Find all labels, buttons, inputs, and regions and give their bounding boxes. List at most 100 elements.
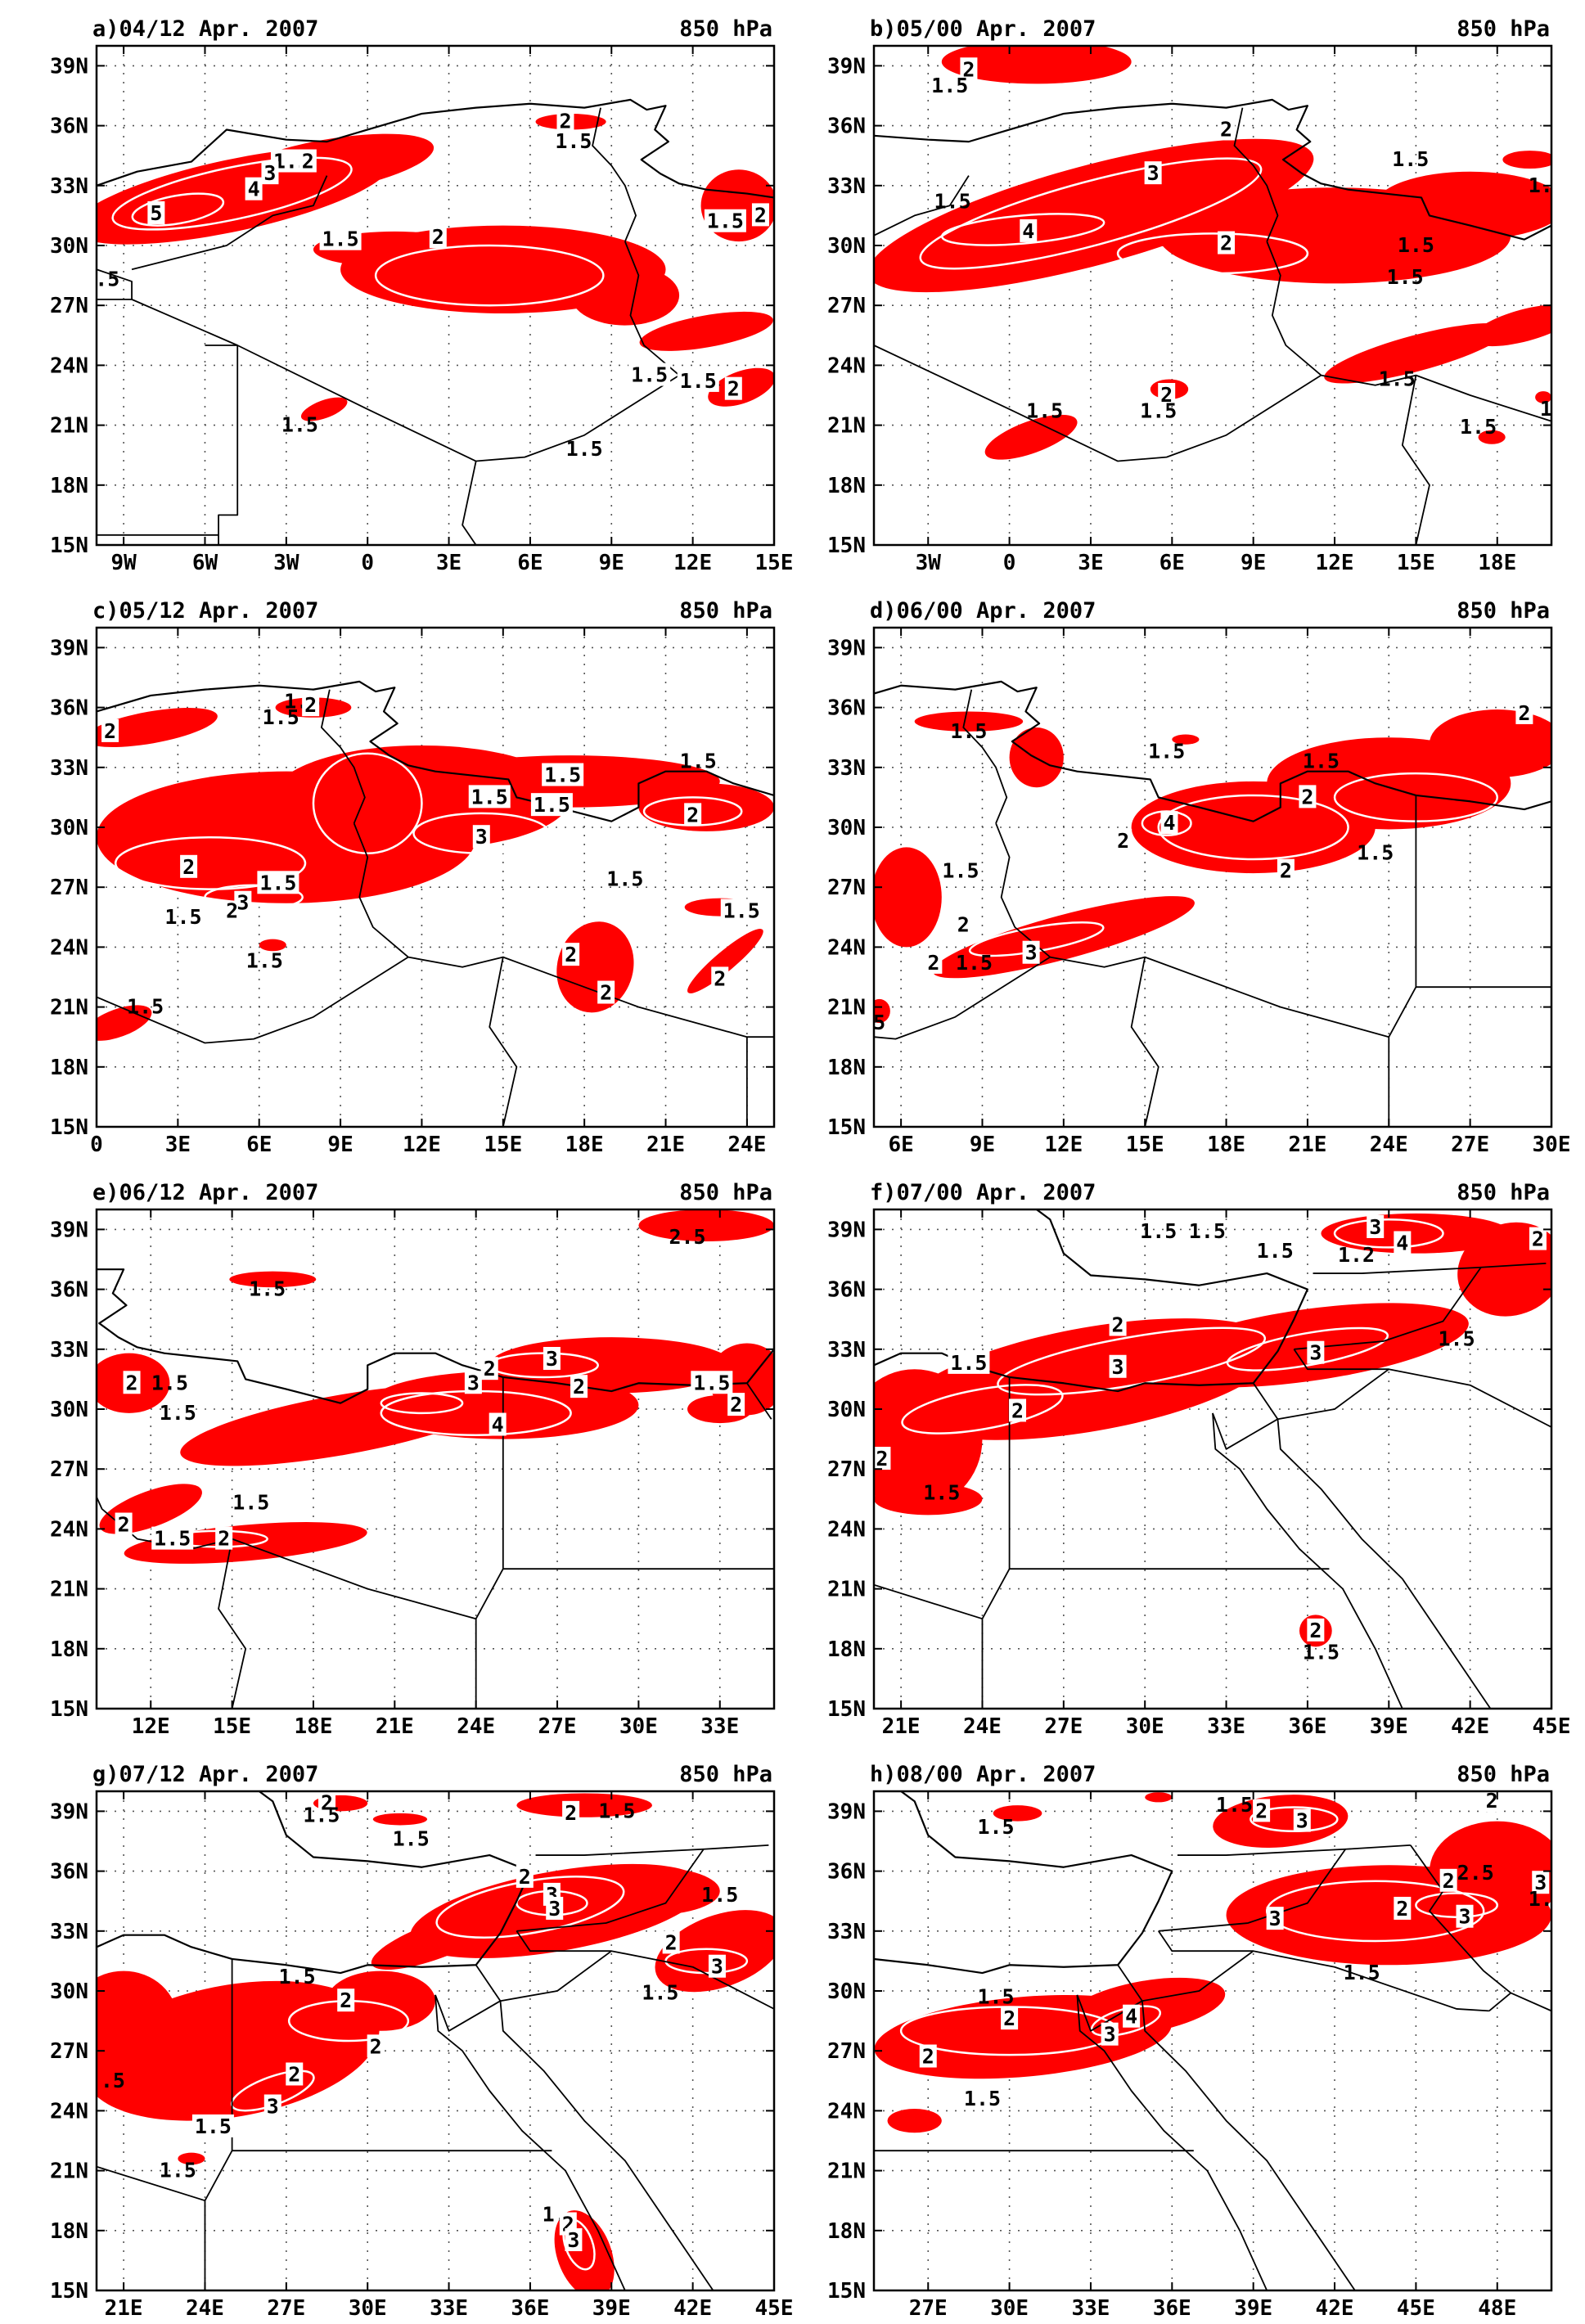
country-border <box>218 1538 247 1709</box>
contour-label: 1.5 <box>950 719 987 743</box>
country-border <box>435 1994 626 2290</box>
lat-tick-label: 39N <box>50 1799 88 1824</box>
shaded-region <box>326 1970 435 2031</box>
lon-tick-label: 27E <box>1451 1133 1489 1157</box>
lat-tick-label: 21N <box>50 414 88 439</box>
contour-label-box <box>299 149 317 173</box>
contour-label: 1.5 <box>1303 1641 1340 1664</box>
panel-title: d)06/00 Apr. 2007 <box>870 598 1096 624</box>
lat-tick-label: 36N <box>50 1860 88 1885</box>
contour-label-box <box>1307 1618 1325 1642</box>
lon-tick-label: 12E <box>1316 551 1354 575</box>
contour-label-box <box>874 1447 891 1470</box>
contour-label-box <box>191 2114 234 2137</box>
panel-title: f)07/00 Apr. 2007 <box>870 1180 1096 1205</box>
contour-label: 2 <box>1532 1227 1544 1251</box>
contour-label: 2 <box>565 943 577 966</box>
panel-title: e)06/12 Apr. 2007 <box>92 1180 318 1205</box>
panel-frame <box>95 44 776 547</box>
contour-label-box <box>318 1791 336 1814</box>
country-border <box>592 107 637 242</box>
lat-tick-label: 39N <box>827 1218 866 1242</box>
contour-label: 3 <box>236 891 249 915</box>
lon-tick-label: 9W <box>110 551 137 575</box>
contour-label: 1.5 <box>956 951 993 975</box>
lon-tick-label: 18E <box>294 1714 332 1739</box>
contour-label: 1.5 <box>923 1480 960 1504</box>
contour-label-box <box>319 227 362 250</box>
contour-line <box>111 156 353 231</box>
contour-label: 2 <box>226 899 238 922</box>
contour-label-box <box>1109 1354 1127 1378</box>
panel-frame <box>872 1790 1553 2292</box>
lat-tick-label: 15N <box>827 2279 866 2304</box>
contour-line <box>940 213 1105 246</box>
shaded-region <box>914 711 1024 732</box>
contour-label: 1.5 <box>1257 1239 1294 1263</box>
contour-label: 1.5 <box>279 1965 316 1988</box>
contour-label-box <box>543 1347 561 1370</box>
lat-tick-label: 33N <box>50 1920 88 1944</box>
country-border <box>874 956 1051 1040</box>
shaded-region <box>259 939 286 952</box>
coastline <box>97 1268 774 1404</box>
contour-label-box <box>724 376 742 400</box>
country-border <box>962 689 1008 824</box>
country-border <box>874 345 1322 462</box>
contour-label: 1.5 <box>942 859 979 883</box>
lat-tick-label: 27N <box>50 876 88 900</box>
contour-label-box <box>948 1350 990 1374</box>
lon-tick-label: 18E <box>1207 1133 1245 1157</box>
shaded-region <box>932 896 1195 979</box>
contour-label: 1.5 <box>151 1371 188 1394</box>
contour-label: 1.5 <box>1392 147 1429 171</box>
lon-tick-label: 21E <box>882 1714 921 1739</box>
contour-line <box>919 157 1263 270</box>
contour-label: 1.5 <box>127 995 164 1019</box>
country-border <box>1401 375 1430 545</box>
contour-label: 1.5 <box>195 2115 232 2138</box>
shaded-region <box>371 1912 500 1970</box>
contour-label-box <box>367 2034 385 2058</box>
contour-label-box <box>1439 1868 1457 1892</box>
contour-label-box <box>101 718 119 742</box>
lat-tick-label: 33N <box>827 1920 866 1944</box>
contour-label: 2 <box>288 2062 300 2086</box>
contour-line <box>114 835 307 890</box>
contour-label: 2 <box>754 203 767 227</box>
panel-level: 850 hPa <box>679 16 772 42</box>
contour-label: 1.5 <box>1439 1327 1475 1351</box>
lat-tick-label: 39N <box>827 54 866 79</box>
contour-label: 1.5 <box>1379 367 1416 390</box>
contour-label: 3 <box>467 1371 480 1394</box>
lat-tick-label: 33N <box>827 1338 866 1362</box>
country-border <box>1294 1262 1547 1350</box>
panel-frame <box>95 1790 776 2292</box>
lat-tick-label: 30N <box>827 1979 866 2004</box>
contour-label: 2 <box>218 1527 230 1551</box>
contour-label-box <box>147 200 165 224</box>
country-border <box>1410 1844 1512 2012</box>
contour-label-box <box>234 890 252 914</box>
shaded-region <box>570 265 680 326</box>
contour-label: 2 <box>304 693 317 717</box>
contour-label: 2 <box>484 1357 496 1380</box>
lon-tick-label: 39E <box>1234 2296 1272 2321</box>
lat-tick-label: 33N <box>827 174 866 199</box>
contour-label: 1.5 <box>606 867 643 890</box>
lat-tick-label: 21N <box>50 1578 88 1602</box>
contour-label: 1.5 <box>598 1799 635 1822</box>
shaded-region <box>874 1483 983 1516</box>
country-border <box>499 2001 714 2290</box>
contour-label: 2 <box>1112 1313 1124 1337</box>
panel-frame <box>95 1208 776 1710</box>
contour-label-box <box>1160 811 1178 835</box>
contour-label: 2 <box>126 1371 138 1394</box>
contour-label: 4 <box>248 178 260 201</box>
lon-tick-label: 6E <box>888 1133 913 1157</box>
lat-tick-label: 39N <box>827 636 866 660</box>
lat-tick-label: 36N <box>827 696 866 721</box>
